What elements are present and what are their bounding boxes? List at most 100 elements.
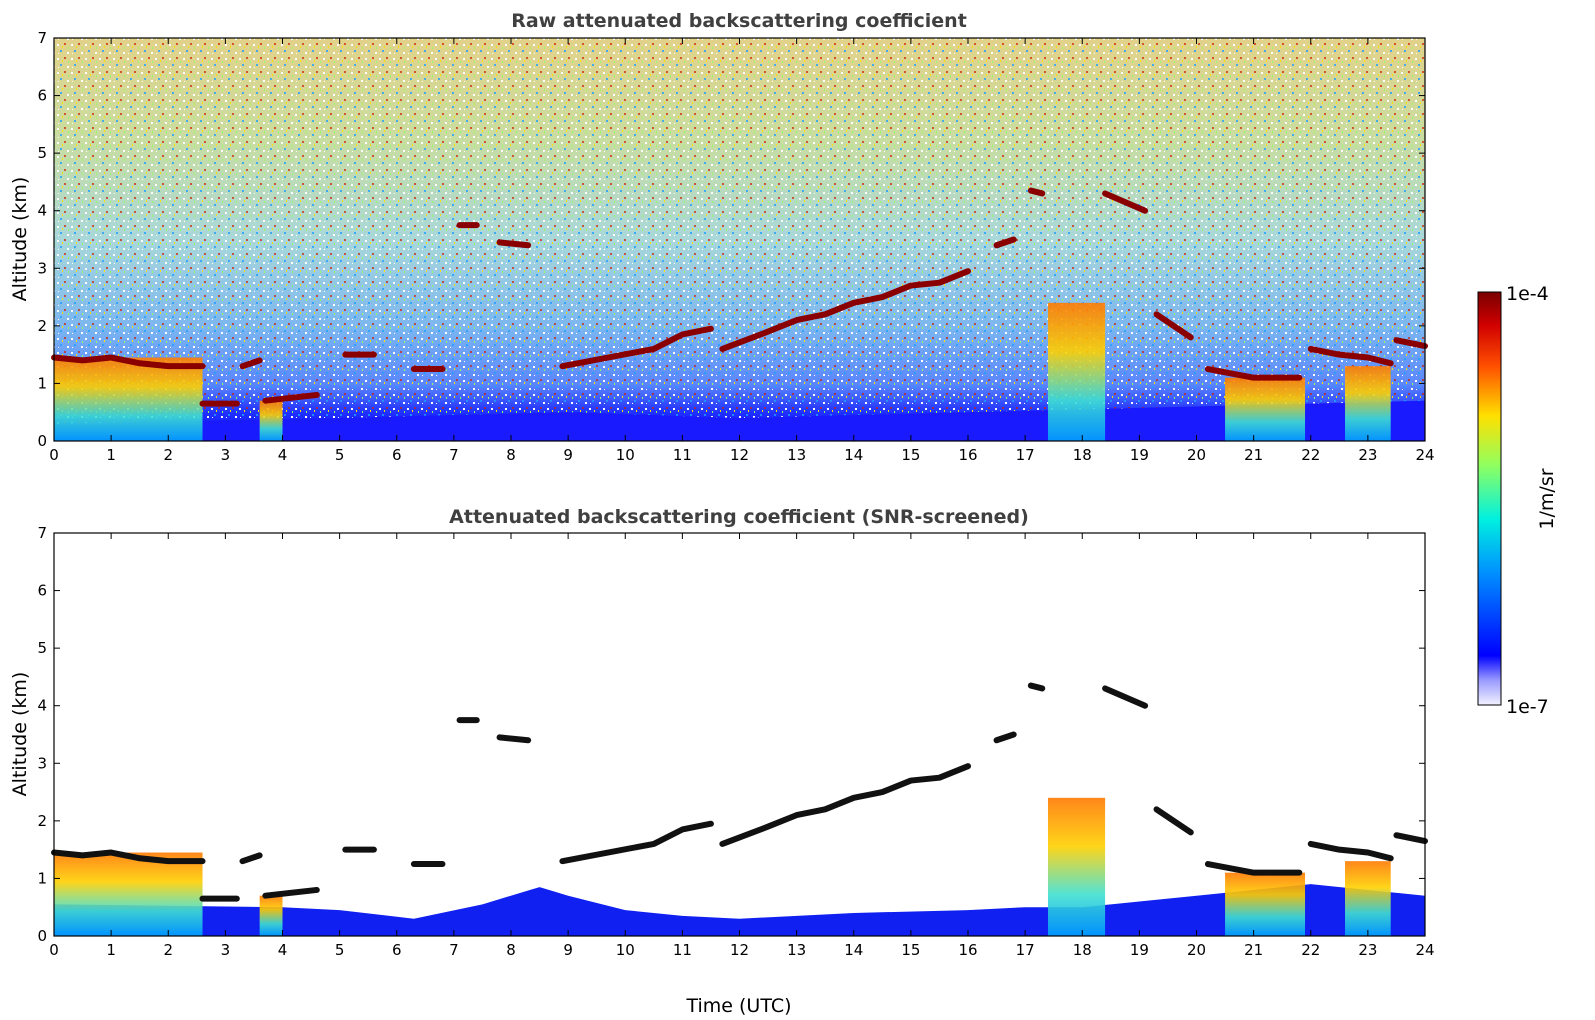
panel1-xtick-label-21: 21	[1244, 446, 1263, 464]
panel1-cloud-layer-8	[559, 325, 714, 370]
panel2-cloud-layer-13	[1153, 806, 1194, 836]
panel2-xtick-label-19: 19	[1130, 941, 1149, 959]
panel1-xtick-label-2: 2	[163, 446, 173, 464]
panel1-xtick-label-9: 9	[563, 446, 573, 464]
panel2-cloud-layer-2	[239, 852, 263, 865]
panel2-ytick-label-6: 6	[37, 582, 47, 600]
panel1-xtick-label-4: 4	[278, 446, 288, 464]
panel2-xtick-label-21: 21	[1244, 941, 1263, 959]
panel1-xtick-label-3: 3	[221, 446, 231, 464]
colorbar-gradient	[1477, 291, 1502, 706]
panel2-xtick-label-7: 7	[449, 941, 459, 959]
panel2-xtick-label-20: 20	[1187, 941, 1206, 959]
panel1-xtick-label-18: 18	[1073, 446, 1092, 464]
panel2-xtick-label-14: 14	[844, 941, 863, 959]
panel2-xtick-label-0: 0	[49, 941, 59, 959]
panel2-xtick-label-10: 10	[616, 941, 635, 959]
panel2-title: Attenuated backscattering coefficient (S…	[449, 506, 1029, 528]
panel1-xtick-label-17: 17	[1016, 446, 1035, 464]
panel2-cloud-layer-3	[262, 886, 320, 899]
panel2-xtick-label-3: 3	[221, 941, 231, 959]
panel2-xtick-label-15: 15	[901, 941, 920, 959]
panel2-ytick-label-4: 4	[37, 697, 47, 715]
panel1-xtick-label-16: 16	[958, 446, 977, 464]
panel1-axes: 0 1 2 3 4 5 6 7 8 9 10 11 12 13 14 15 16 17 18 19 20 21 22 23 24…	[37, 29, 1434, 464]
panel2-background	[54, 533, 1425, 936]
panel1-xtick-label-15: 15	[901, 446, 920, 464]
panel2-plume-4	[1345, 861, 1391, 936]
panel2-plume-2	[1047, 797, 1106, 936]
panel2-cloud-layer-7	[496, 734, 532, 744]
panel1-xtick-label-7: 7	[449, 446, 459, 464]
panel2-xtick-label-23: 23	[1358, 941, 1377, 959]
panel2-cloud-layer-10	[993, 731, 1017, 744]
colorbar-unit-label: 1/m/sr	[1536, 468, 1558, 529]
panel1-xtick-label-1: 1	[106, 446, 116, 464]
panel2-cloud-layer-8	[559, 820, 714, 865]
panel1-xtick-label-12: 12	[730, 446, 749, 464]
panel1-cloud-layer-2	[239, 357, 263, 370]
panel1-cloud-layer-16	[1393, 337, 1428, 350]
panel1-xtick-label-13: 13	[787, 446, 806, 464]
colorbar-min-label: 1e-7	[1506, 696, 1549, 718]
panel1-cloud-layer-10	[993, 236, 1017, 249]
colorbar-max-label: 1e-4	[1506, 283, 1549, 305]
panel1-ytick-label-4: 4	[37, 202, 47, 220]
panel1-ytick-label-3: 3	[37, 259, 47, 277]
panel1-ytick-label-0: 0	[37, 432, 47, 450]
panel1-xtick-label-5: 5	[335, 446, 345, 464]
panel2-cloud-layer-15	[1307, 840, 1394, 862]
panel1-ytick-label-7: 7	[37, 29, 47, 47]
panel1-plume-4	[1345, 366, 1391, 441]
panel1-ytick-label-1: 1	[37, 374, 47, 392]
panel1-plume-0	[54, 357, 203, 441]
panel1-ylabel: Altitude (km)	[9, 177, 31, 302]
panel2-cloud-layer-0	[51, 849, 206, 865]
panel2-xtick-label-11: 11	[673, 941, 692, 959]
panel1-cloud-layer-7	[496, 239, 532, 249]
panel1-ytick-label-5: 5	[37, 144, 47, 162]
panel2-plume-3	[1225, 872, 1306, 936]
panel1-xtick-label-14: 14	[844, 446, 863, 464]
panel2-cloud-layer-12	[1102, 685, 1149, 709]
panel2-xtick-label-1: 1	[106, 941, 116, 959]
panel1-xtick-label-10: 10	[616, 446, 635, 464]
panel1-xtick-label-20: 20	[1187, 446, 1206, 464]
panel2-cloud-layer-16	[1393, 832, 1428, 845]
panel1-cloud-layer-0	[51, 354, 206, 370]
panel2-xtick-label-16: 16	[958, 941, 977, 959]
panel1-xtick-label-11: 11	[673, 446, 692, 464]
panel2-xtick-label-12: 12	[730, 941, 749, 959]
panel2-cloud-layer-9	[719, 763, 971, 847]
panel2-xtick-label-5: 5	[335, 941, 345, 959]
panel1-noise-speckle	[54, 38, 1425, 441]
panel2-xtick-label-2: 2	[163, 941, 173, 959]
panel1-cloud-layer-9	[719, 268, 971, 352]
panel2-xtick-label-6: 6	[392, 941, 402, 959]
panel1-ytick-label-2: 2	[37, 317, 47, 335]
panel2-xtick-label-13: 13	[787, 941, 806, 959]
panel2-plot-area	[51, 533, 1428, 936]
panel1-xtick-label-8: 8	[506, 446, 516, 464]
panel1-cloud-layer-11	[1027, 187, 1046, 197]
panel1-xtick-label-0: 0	[49, 446, 59, 464]
colorbar: 1e-4 1e-7 1/m/sr	[1477, 283, 1558, 718]
panel2-xtick-label-24: 24	[1415, 941, 1434, 959]
panel1-title: Raw attenuated backscattering coefficien…	[511, 10, 967, 32]
panel1-xtick-label-24: 24	[1415, 446, 1434, 464]
panel1-ytick-label-6: 6	[37, 87, 47, 105]
panel2-xlabel: Time (UTC)	[685, 995, 791, 1017]
panel1-plot-area	[51, 38, 1428, 441]
panel2-ytick-label-7: 7	[37, 524, 47, 542]
panel2-xtick-label-17: 17	[1016, 941, 1035, 959]
panel2-ytick-label-0: 0	[37, 927, 47, 945]
panel1-xtick-label-6: 6	[392, 446, 402, 464]
panel1-cloud-layer-3	[262, 391, 320, 404]
panel1-plume-2	[1047, 302, 1106, 441]
panel2-plume-0	[54, 852, 203, 936]
panel2-xtick-label-22: 22	[1301, 941, 1320, 959]
panel1-cloud-layer-15	[1307, 345, 1394, 367]
panel1-plume-1	[259, 400, 283, 441]
panel2-axes: 0 1 2 3 4 5 6 7 8 9 10 11 12 13 14 15 16 17 18 19 20 21 22 23 24…	[37, 524, 1434, 959]
